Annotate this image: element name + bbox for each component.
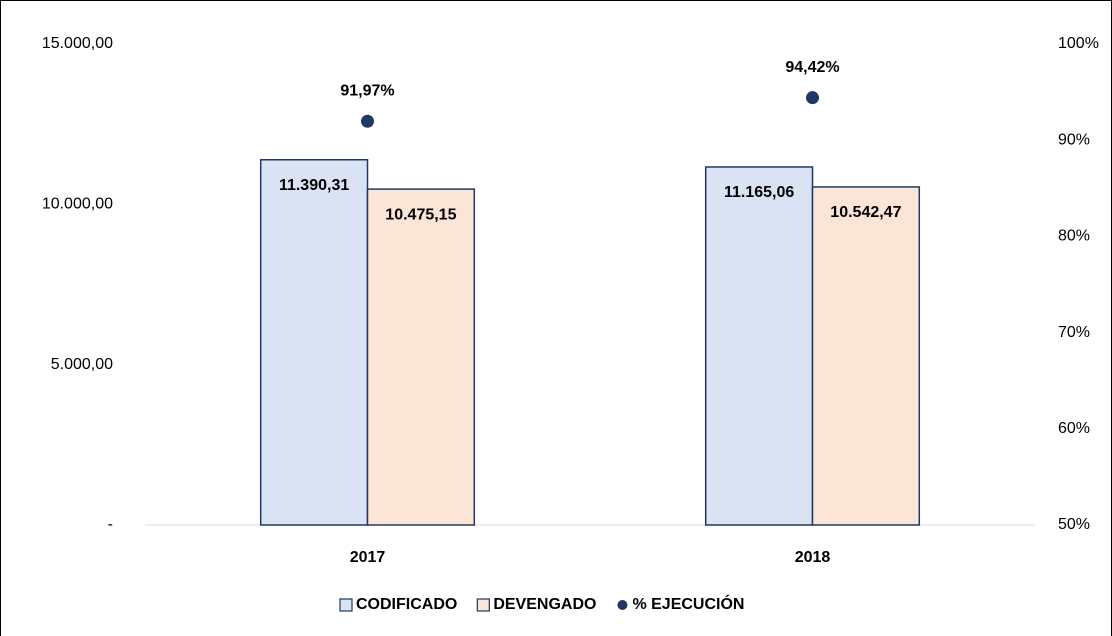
- legend-label: % EJECUCIÓN: [632, 594, 744, 613]
- data-label: 94,42%: [785, 59, 839, 76]
- y-tick-label: 10.000,00: [42, 196, 113, 213]
- point: [360, 113, 375, 129]
- data-label: 11.390,31: [279, 177, 349, 194]
- bar: [704, 166, 814, 526]
- data-label: 91,97%: [340, 82, 394, 99]
- y2-tick-label: 60%: [1058, 420, 1090, 437]
- legend-marker: [617, 600, 628, 610]
- data-label: 10.542,47: [830, 204, 901, 221]
- y-tick-label: -: [108, 516, 113, 533]
- legend-label: CODIFICADO: [356, 596, 457, 613]
- legend-marker: [476, 598, 490, 612]
- y2-tick-label: 100%: [1058, 35, 1099, 52]
- y-tick-label: 5.000,00: [51, 356, 113, 373]
- bar: [811, 186, 921, 526]
- data-label: 11.165,06: [724, 184, 794, 201]
- x-tick-label: 2017: [350, 549, 386, 566]
- y2-tick-label: 50%: [1058, 516, 1090, 533]
- bar: [259, 159, 369, 526]
- point: [805, 90, 820, 106]
- legend-label: DEVENGADO: [493, 596, 596, 613]
- y2-tick-label: 90%: [1058, 131, 1090, 148]
- y2-tick-label: 70%: [1058, 324, 1090, 341]
- legend-marker: [339, 598, 353, 612]
- x-tick-label: 2018: [795, 549, 831, 566]
- data-label: 10.475,15: [385, 206, 456, 223]
- bar: [366, 188, 476, 526]
- y2-tick-label: 80%: [1058, 228, 1090, 245]
- y-tick-label: 15.000,00: [42, 35, 113, 52]
